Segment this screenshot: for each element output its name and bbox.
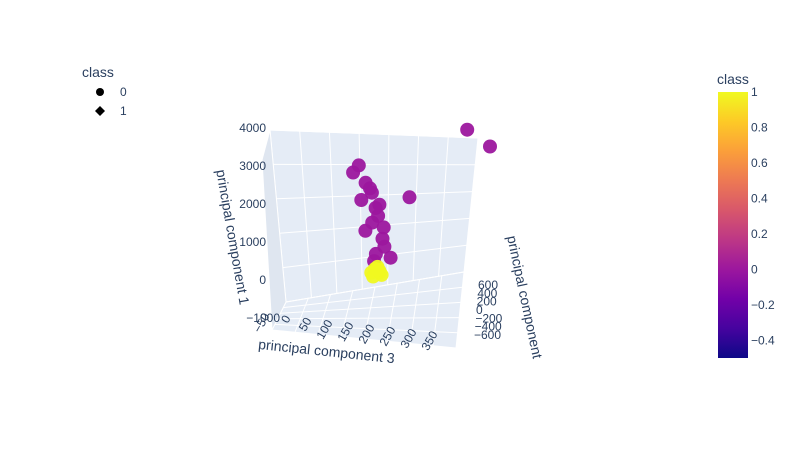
- colorbar-gradient: [718, 92, 748, 358]
- colorbar: class 1 0.8 0.6 0.4 0.2 0 −0.2 −0.4: [717, 71, 775, 358]
- point-class-0: [402, 190, 417, 205]
- point-class-0: [376, 220, 391, 235]
- y-tick-label: 400: [477, 286, 497, 300]
- x-tick-label: 50: [296, 315, 315, 334]
- colorbar-tick-label: 0: [751, 262, 758, 276]
- point-class-0: [372, 197, 387, 212]
- y-tick-label: −200: [475, 311, 502, 325]
- point-class-0: [460, 122, 475, 137]
- x-gridline: [409, 279, 420, 344]
- scene-grid: [269, 129, 479, 346]
- x-gridline: [363, 286, 376, 340]
- colorbar-tick-label: 0.8: [751, 120, 768, 134]
- colorbar-title: class: [717, 71, 749, 87]
- x-gridline: [294, 298, 309, 333]
- scene-panes: [261, 129, 479, 349]
- point-class-0: [483, 139, 497, 154]
- legend-item-1[interactable]: 1: [120, 104, 127, 118]
- legend-title: class: [82, 64, 114, 80]
- legend[interactable]: class 0 1: [82, 64, 127, 118]
- y-axis-title: principal component: [504, 234, 546, 360]
- colorbar-tick-label: −0.4: [751, 333, 775, 347]
- floor-gridline: [277, 317, 460, 320]
- y-gridline: [412, 135, 420, 281]
- point-class-0: [358, 223, 373, 238]
- legend-item-0[interactable]: 0: [120, 85, 127, 99]
- floor-gridline: [274, 323, 458, 334]
- colorbar-tick-label: 0.2: [751, 227, 768, 241]
- y-gridline: [299, 131, 312, 298]
- y-tick-label: −400: [475, 320, 502, 334]
- x-gridline: [432, 275, 443, 346]
- pane-side: [261, 129, 287, 332]
- y-gridline: [328, 132, 338, 294]
- y-gridline: [438, 136, 449, 277]
- floor-gridline: [280, 301, 461, 314]
- y-tick-label: 200: [477, 295, 497, 309]
- z-tick-label: −1000: [246, 311, 280, 325]
- y-tick-label: 0: [476, 303, 483, 317]
- z-tick-label: 0: [259, 273, 266, 287]
- colorbar-tick-label: 1: [751, 85, 758, 99]
- point-class-0: [383, 250, 398, 265]
- legend-circle-icon: [96, 88, 104, 96]
- colorbar-tick-label: −0.2: [751, 298, 775, 312]
- z-tick-label: 1000: [239, 235, 266, 249]
- point-class-0: [351, 158, 366, 173]
- colorbar-tick-label: 0.4: [751, 191, 768, 205]
- x-gridline: [386, 283, 398, 342]
- z-tick-label: 2000: [239, 197, 266, 211]
- y-tick-label: −600: [474, 328, 501, 342]
- z-tick-label: 3000: [239, 159, 266, 173]
- x-gridline: [340, 290, 354, 337]
- z-tick-label: 4000: [239, 121, 266, 135]
- legend-diamond-icon: [95, 106, 105, 116]
- point-class-1: [371, 262, 386, 277]
- data-points: [346, 122, 497, 284]
- colorbar-tick-label: 0.6: [751, 156, 768, 170]
- z-gridline: [269, 129, 479, 139]
- point-class-0: [354, 193, 369, 207]
- floor-gridline: [283, 286, 463, 309]
- x-gridline: [317, 294, 331, 335]
- y-tick-label: 600: [478, 278, 498, 292]
- point-class-0: [364, 185, 379, 200]
